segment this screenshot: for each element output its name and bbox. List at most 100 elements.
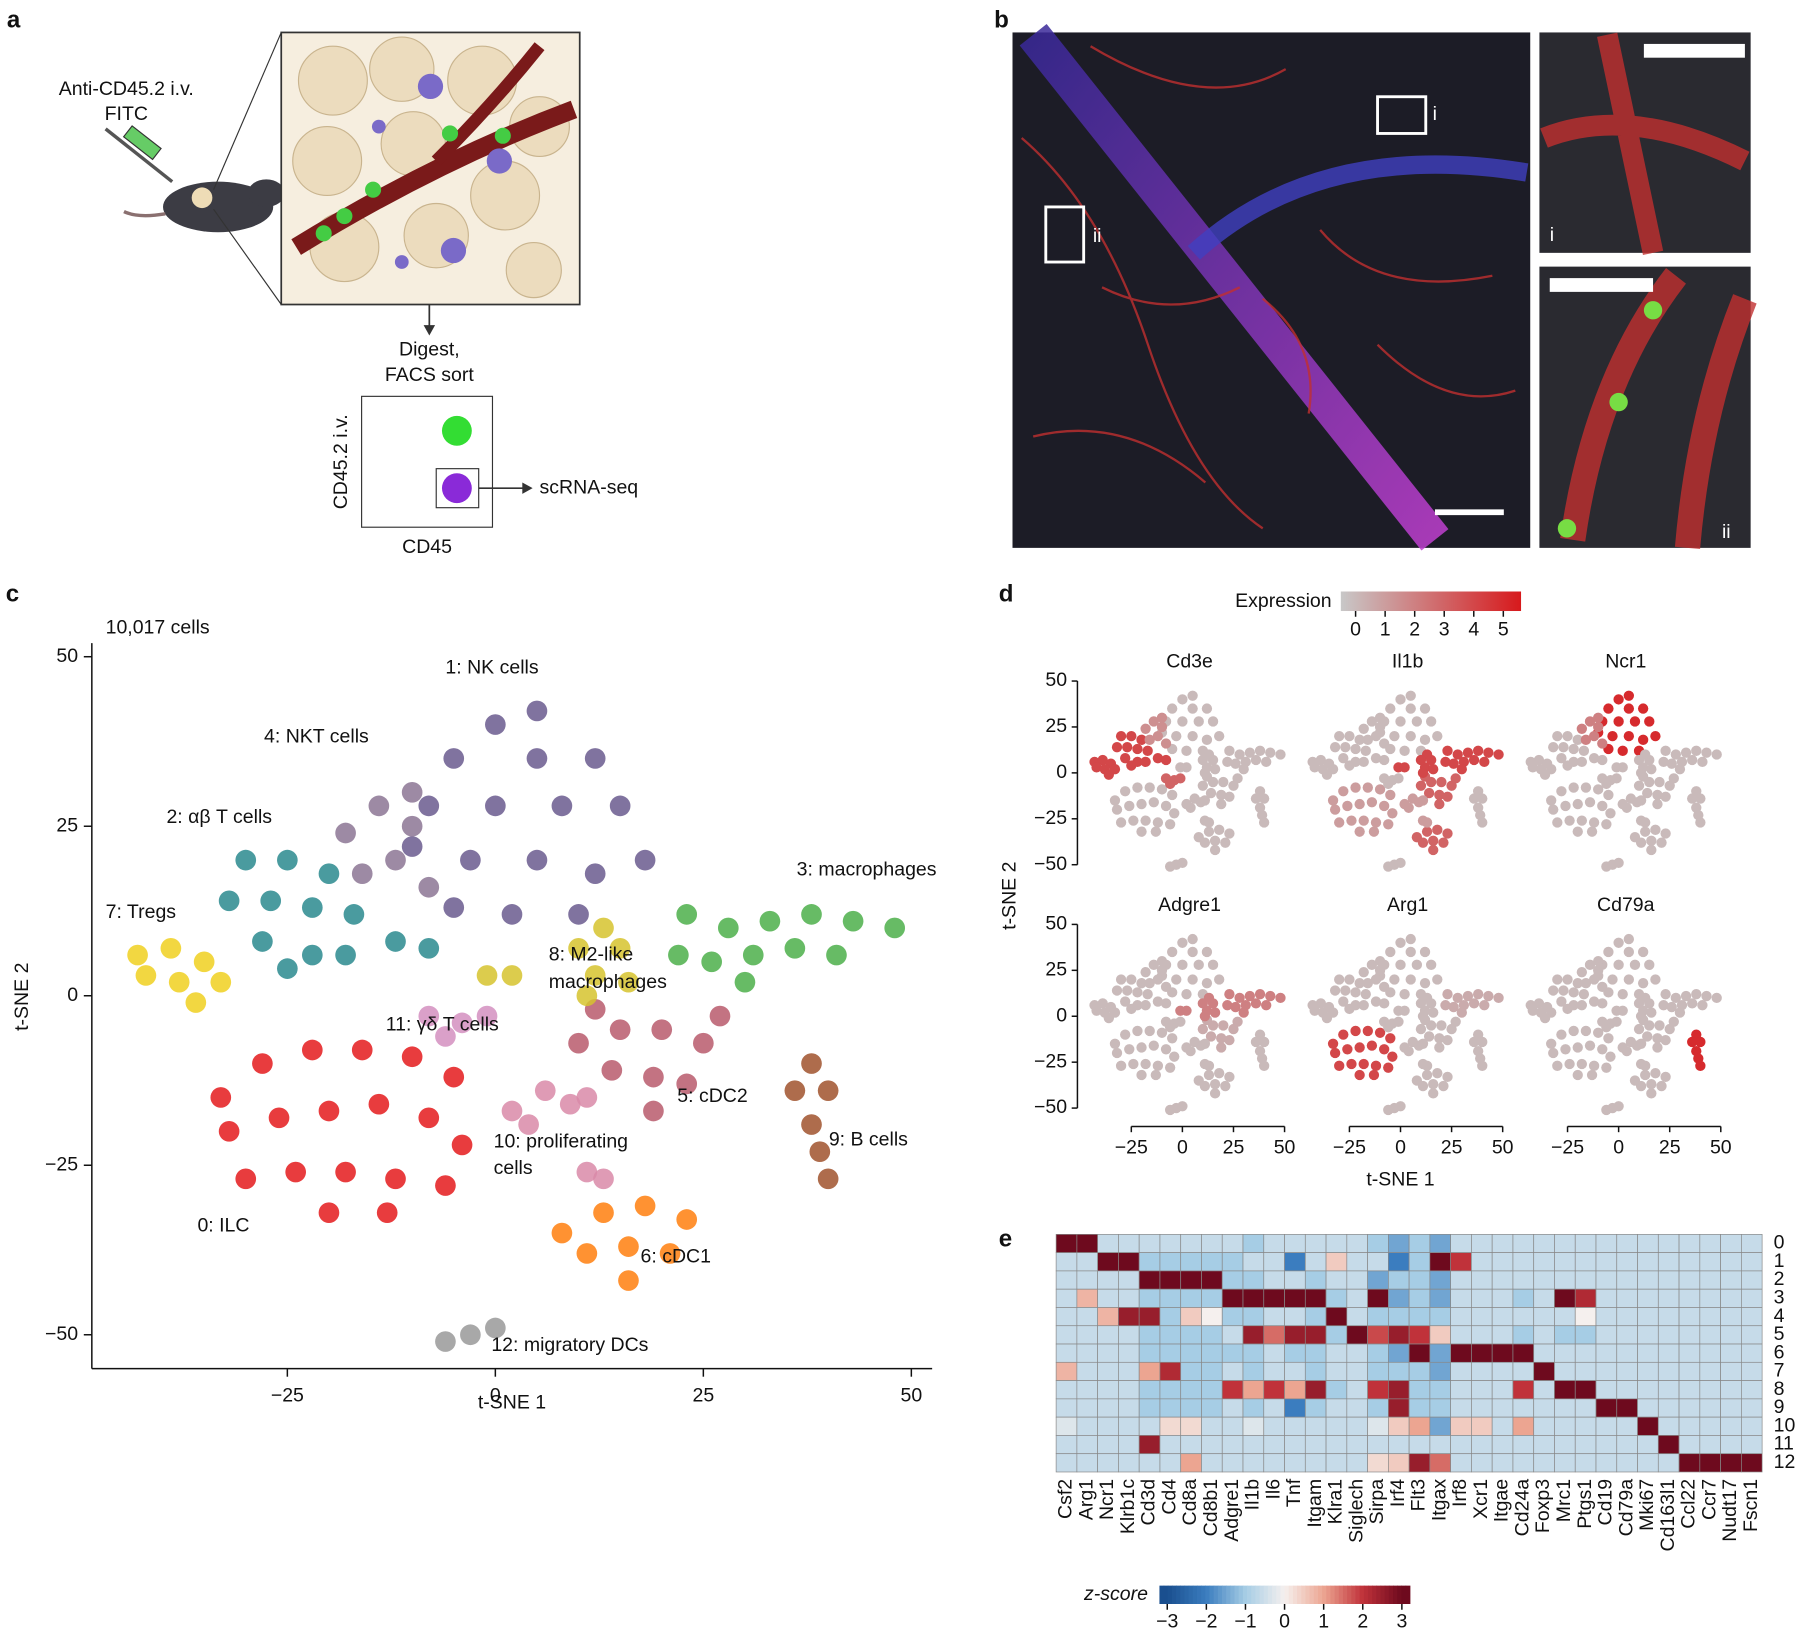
expression-point [1160,998,1172,1009]
x-axis-label: t-SNE 1 [1366,1169,1434,1191]
heatmap-cell [1242,1252,1265,1272]
expression-point [1597,800,1608,812]
expression-point [1548,985,1559,996]
heatmap-cell [1533,1380,1555,1400]
column-label: Cd3d [1138,1479,1160,1526]
expression-point [1197,1023,1208,1035]
expression-point [1091,762,1102,773]
expression-point [1344,760,1355,771]
expression-point [1126,974,1137,985]
cell-point [318,863,340,885]
expression-point [1111,985,1123,996]
cell-point [218,1121,240,1142]
heatmap-cell [1637,1288,1659,1308]
expression-point [1378,738,1390,749]
heatmap-cell [1221,1361,1244,1381]
heatmap-cell [1367,1325,1389,1345]
heatmap-cell [1512,1343,1535,1363]
heatmap-cell [1699,1435,1721,1455]
cell-point [335,822,356,844]
heatmap-cell [1159,1288,1182,1308]
heatmap-cell [1678,1325,1701,1345]
expression-point [1167,946,1178,958]
heatmap-cell [1699,1416,1721,1436]
heatmap-cell [1304,1398,1327,1418]
heatmap-cell [1055,1234,1078,1253]
expression-point [1666,1001,1677,1013]
expression-point [1548,741,1559,753]
heatmap-cell [1201,1380,1223,1400]
cell-point [618,1236,639,1257]
heatmap-cell [1408,1288,1431,1308]
expression-point [1091,1005,1102,1016]
expression-point [1687,1036,1698,1048]
expression-point [1358,815,1369,826]
expression-point [1423,1031,1435,1042]
expression-point [1432,824,1443,835]
expression-point [1399,1005,1410,1016]
heatmap-cell [1221,1288,1244,1308]
column-label: Ccr7 [1698,1479,1720,1520]
heatmap-cell [1678,1398,1701,1418]
heatmap-cell [1657,1307,1680,1327]
y-axis-label: t-SNE 2 [11,963,33,1031]
heatmap-cell [1616,1416,1638,1436]
expression-point [1115,817,1127,828]
expression-point [1556,753,1567,764]
cell-point [576,985,598,1007]
expression-point [1334,974,1345,985]
x-tick-label: 50 [1710,1136,1732,1158]
expression-point [1417,1011,1429,1022]
heatmap-cell [1201,1307,1223,1327]
expression-point [1468,793,1480,804]
expression-point [1144,1025,1155,1037]
inset-box [1376,95,1428,135]
expression-point [1468,754,1480,766]
expression-point [1199,767,1211,779]
expression-point [1646,844,1657,856]
expression-point [1588,974,1600,985]
heatmap-cell [1284,1343,1306,1363]
expression-point [1468,998,1480,1009]
expression-point [1623,703,1635,714]
expression-point [1419,978,1431,989]
heatmap-cell [1616,1398,1638,1418]
expression-point [1340,741,1351,753]
expression-point [1220,1080,1231,1092]
heatmap-cell [1367,1380,1389,1400]
expression-point [1120,786,1131,797]
heatmap-cell [1180,1380,1202,1400]
expression-point [1132,743,1143,755]
cell-point [435,1331,456,1352]
expression-point [1546,1038,1557,1049]
heatmap-cell [1097,1380,1119,1400]
expression-point [1224,1034,1235,1046]
heatmap-cell [1367,1288,1389,1308]
expression-point [1642,1031,1653,1042]
expression-point [1185,1045,1196,1057]
heatmap-cell [1699,1252,1721,1272]
panel-letter: b [994,6,1009,33]
cluster-label: 0: ILC [197,1214,249,1236]
legend-title: Expression [1235,590,1331,612]
cell-point [734,971,756,993]
expression-point [1209,764,1221,775]
column-label: Cd163l1 [1657,1479,1679,1552]
expression-point [1136,1042,1147,1053]
heatmap-cell [1201,1361,1223,1381]
heatmap-cell [1242,1325,1265,1345]
expression-point [1633,1023,1645,1035]
expression-point [1214,974,1225,985]
cell-point [593,917,614,939]
colorbar-segment [1397,1585,1403,1604]
colorbar-segment [1292,1585,1298,1604]
row-label: 11 [1774,1433,1794,1455]
heatmap-cell [1221,1325,1244,1345]
heatmap-cell [1408,1270,1431,1290]
column-label: Cd4 [1158,1479,1180,1515]
cell-point [842,910,864,932]
row-label: 1 [1774,1250,1785,1272]
expression-point [1254,989,1266,1000]
expression-point [1218,776,1229,788]
expression-point [1374,712,1386,723]
